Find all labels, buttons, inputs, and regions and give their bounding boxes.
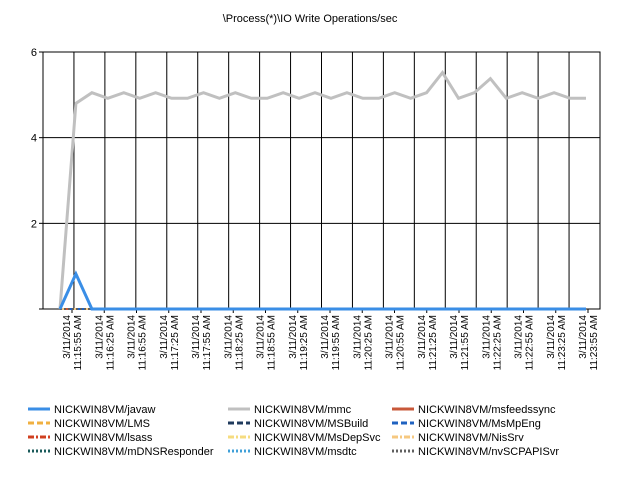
x-tick-label: 3/11/2014 11:22:25 AM [481,315,503,371]
y-tick-label: 2 [31,218,37,230]
x-tick-label: 3/11/2014 11:19:55 AM [320,315,342,371]
x-tick-date: 3/11/2014 [191,315,202,359]
legend-item: NICKWIN8VM/LMS [28,418,150,430]
x-tick-time: 11:22:25 AM [492,315,503,370]
chart-title: \Process(*)\IO Write Operations/sec [223,13,398,25]
legend-item: NICKWIN8VM/mDNSResponder [28,446,214,458]
legend-label: NICKWIN8VM/nvSCPAPISvr [418,446,559,458]
x-tick-time: 11:20:55 AM [396,315,407,370]
y-axis-ticks: 2 4 6 [31,47,43,310]
x-tick-time: 11:23:25 AM [557,315,568,370]
x-tick-time: 11:21:25 AM [428,315,439,370]
legend: NICKWIN8VM/javaw NICKWIN8VM/mmc NICKWIN8VM… [28,404,559,458]
x-tick-label: 3/11/2014 11:23:55 AM [578,315,600,371]
x-tick-time: 11:17:25 AM [170,315,181,370]
x-axis-ticks: 3/11/2014 11:15:55 AM 3/11/2014 11:16:25 AM… [62,309,600,370]
legend-item: NICKWIN8VM/MSBuild [228,418,368,430]
x-tick-time: 11:19:55 AM [331,315,342,370]
x-tick-label: 3/11/2014 11:15:55 AM [62,315,84,371]
legend-label: NICKWIN8VM/MsMpEng [418,418,541,430]
legend-item: NICKWIN8VM/msdtc [228,446,357,458]
x-tick-date: 3/11/2014 [578,315,589,359]
x-tick-label: 3/11/2014 11:18:55 AM [256,315,278,371]
x-tick-time: 11:19:25 AM [299,315,310,370]
x-tick-date: 3/11/2014 [546,315,557,359]
x-tick-label: 3/11/2014 11:16:55 AM [127,315,149,371]
x-tick-date: 3/11/2014 [449,315,460,359]
legend-label: NICKWIN8VM/mDNSResponder [54,446,214,458]
legend-item: NICKWIN8VM/NisSrv [392,432,524,444]
x-tick-date: 3/11/2014 [256,315,267,359]
legend-item: NICKWIN8VM/mmc [228,404,352,416]
legend-label: NICKWIN8VM/MSBuild [254,418,368,430]
x-tick-label: 3/11/2014 11:22:55 AM [514,315,536,371]
x-tick-label: 3/11/2014 11:17:55 AM [191,315,213,371]
x-tick-label: 3/11/2014 11:20:25 AM [352,315,374,371]
x-tick-time: 11:16:55 AM [138,315,149,370]
x-tick-date: 3/11/2014 [320,315,331,359]
legend-item: NICKWIN8VM/MsDepSvc [228,432,381,444]
x-tick-time: 11:23:55 AM [589,315,600,370]
x-tick-time: 11:18:25 AM [234,315,245,370]
x-tick-label: 3/11/2014 11:17:25 AM [159,315,181,371]
x-tick-time: 11:21:55 AM [460,315,471,370]
legend-label: NICKWIN8VM/msfeedssync [418,404,556,416]
grid-lines [43,52,600,309]
x-tick-label: 3/11/2014 11:19:25 AM [288,315,310,371]
x-tick-date: 3/11/2014 [417,315,428,359]
x-tick-time: 11:22:55 AM [525,315,536,370]
legend-item: NICKWIN8VM/msfeedssync [392,404,556,416]
legend-label: NICKWIN8VM/lsass [54,432,153,444]
x-tick-time: 11:18:55 AM [267,315,278,370]
x-tick-label: 3/11/2014 11:18:25 AM [223,315,245,371]
legend-item: NICKWIN8VM/lsass [28,432,153,444]
x-tick-time: 11:15:55 AM [73,315,84,370]
x-tick-time: 11:17:55 AM [202,315,213,370]
x-tick-date: 3/11/2014 [514,315,525,359]
x-tick-date: 3/11/2014 [223,315,234,359]
legend-item: NICKWIN8VM/javaw [28,404,156,416]
x-tick-date: 3/11/2014 [385,315,396,359]
x-tick-date: 3/11/2014 [288,315,299,359]
legend-item: NICKWIN8VM/nvSCPAPISvr [392,446,559,458]
x-tick-label: 3/11/2014 11:23:25 AM [546,315,568,371]
series-lines [58,69,586,311]
legend-label: NICKWIN8VM/NisSrv [418,432,524,444]
legend-label: NICKWIN8VM/javaw [54,404,156,416]
legend-label: NICKWIN8VM/mmc [254,404,352,416]
x-tick-date: 3/11/2014 [159,315,170,359]
legend-item: NICKWIN8VM/MsMpEng [392,418,541,430]
x-tick-time: 11:20:25 AM [363,315,374,370]
x-tick-label: 3/11/2014 11:21:25 AM [417,315,439,371]
x-tick-date: 3/11/2014 [481,315,492,359]
series-line-1 [58,69,586,310]
x-tick-date: 3/11/2014 [94,315,105,359]
legend-label: NICKWIN8VM/LMS [54,418,150,430]
x-tick-label: 3/11/2014 11:21:55 AM [449,315,471,371]
x-tick-label: 3/11/2014 11:16:25 AM [94,315,116,371]
x-tick-time: 11:16:25 AM [105,315,116,370]
y-tick-label: 6 [31,47,37,59]
x-tick-date: 3/11/2014 [127,315,138,359]
legend-label: NICKWIN8VM/msdtc [254,446,357,458]
legend-label: NICKWIN8VM/MsDepSvc [254,432,381,444]
x-tick-date: 3/11/2014 [352,315,363,359]
x-tick-date: 3/11/2014 [62,315,73,359]
y-tick-label: 4 [31,133,37,145]
series-line-0 [58,270,586,311]
x-tick-label: 3/11/2014 11:20:55 AM [385,315,407,371]
